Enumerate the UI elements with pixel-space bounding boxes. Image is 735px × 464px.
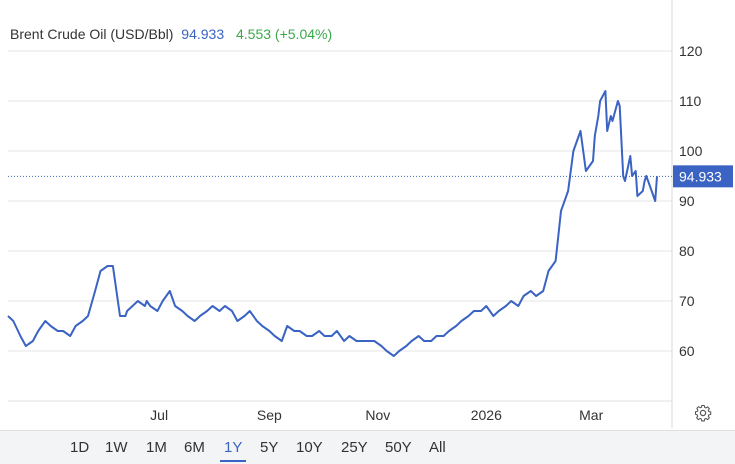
- range-button-5y[interactable]: 5Y: [260, 439, 279, 456]
- range-button-1d[interactable]: 1D: [70, 439, 90, 456]
- series-layer: [7, 90, 658, 357]
- y-tick-label-90: 90: [679, 193, 695, 209]
- gear-icon: [694, 404, 712, 422]
- price-chart[interactable]: 60 70 80 90 100 110 120 Jul Sep Nov 2026 Mar 94.93…: [0, 0, 735, 430]
- x-tick-label-2026: 2026: [471, 407, 502, 423]
- chart-legend: Brent Crude Oil (USD/Bbl) 94.933 4.553 (…: [10, 26, 332, 42]
- range-button-6m[interactable]: 6M: [184, 439, 205, 456]
- x-tick-label-nov: Nov: [365, 407, 390, 423]
- range-button-1w[interactable]: 1W: [105, 439, 128, 456]
- axes: [8, 0, 673, 428]
- legend-change: 4.553 (+5.04%): [236, 26, 333, 42]
- y-tick-label-60: 60: [679, 343, 695, 359]
- x-axis-labels: Jul Sep Nov 2026 Mar: [150, 407, 603, 423]
- range-button-all[interactable]: All: [429, 439, 446, 456]
- range-button-1y[interactable]: 1Y: [220, 437, 247, 462]
- settings-button[interactable]: [694, 404, 712, 422]
- series-line-brent: [7, 90, 658, 357]
- y-tick-label-110: 110: [679, 93, 702, 109]
- legend-price: 94.933: [181, 26, 225, 42]
- grid-lines: [8, 50, 672, 352]
- y-tick-label-100: 100: [679, 143, 703, 159]
- x-tick-label-jul: Jul: [150, 407, 168, 423]
- chart-area[interactable]: 60 70 80 90 100 110 120 Jul Sep Nov 2026 Mar 94.93…: [0, 0, 735, 430]
- legend-name: Brent Crude Oil (USD/Bbl): [10, 26, 174, 42]
- last-price-tag-label: 94.933: [679, 168, 722, 184]
- range-button-50y[interactable]: 50Y: [385, 439, 412, 456]
- range-button-1m[interactable]: 1M: [146, 439, 167, 456]
- last-price-tag: [673, 165, 733, 188]
- y-axis-labels: 60 70 80 90 100 110 120: [679, 43, 703, 359]
- y-tick-label-70: 70: [679, 293, 695, 309]
- y-tick-label-120: 120: [679, 43, 703, 59]
- range-selector: 1D 1W 1M 6M 1Y 5Y 10Y 25Y 50Y All: [0, 430, 735, 464]
- x-tick-label-mar: Mar: [579, 407, 603, 423]
- y-tick-label-80: 80: [679, 243, 695, 259]
- last-price-tag-layer: 94.933: [8, 165, 733, 188]
- range-button-10y[interactable]: 10Y: [296, 439, 323, 456]
- range-button-25y[interactable]: 25Y: [341, 439, 368, 456]
- x-tick-label-sep: Sep: [257, 407, 282, 423]
